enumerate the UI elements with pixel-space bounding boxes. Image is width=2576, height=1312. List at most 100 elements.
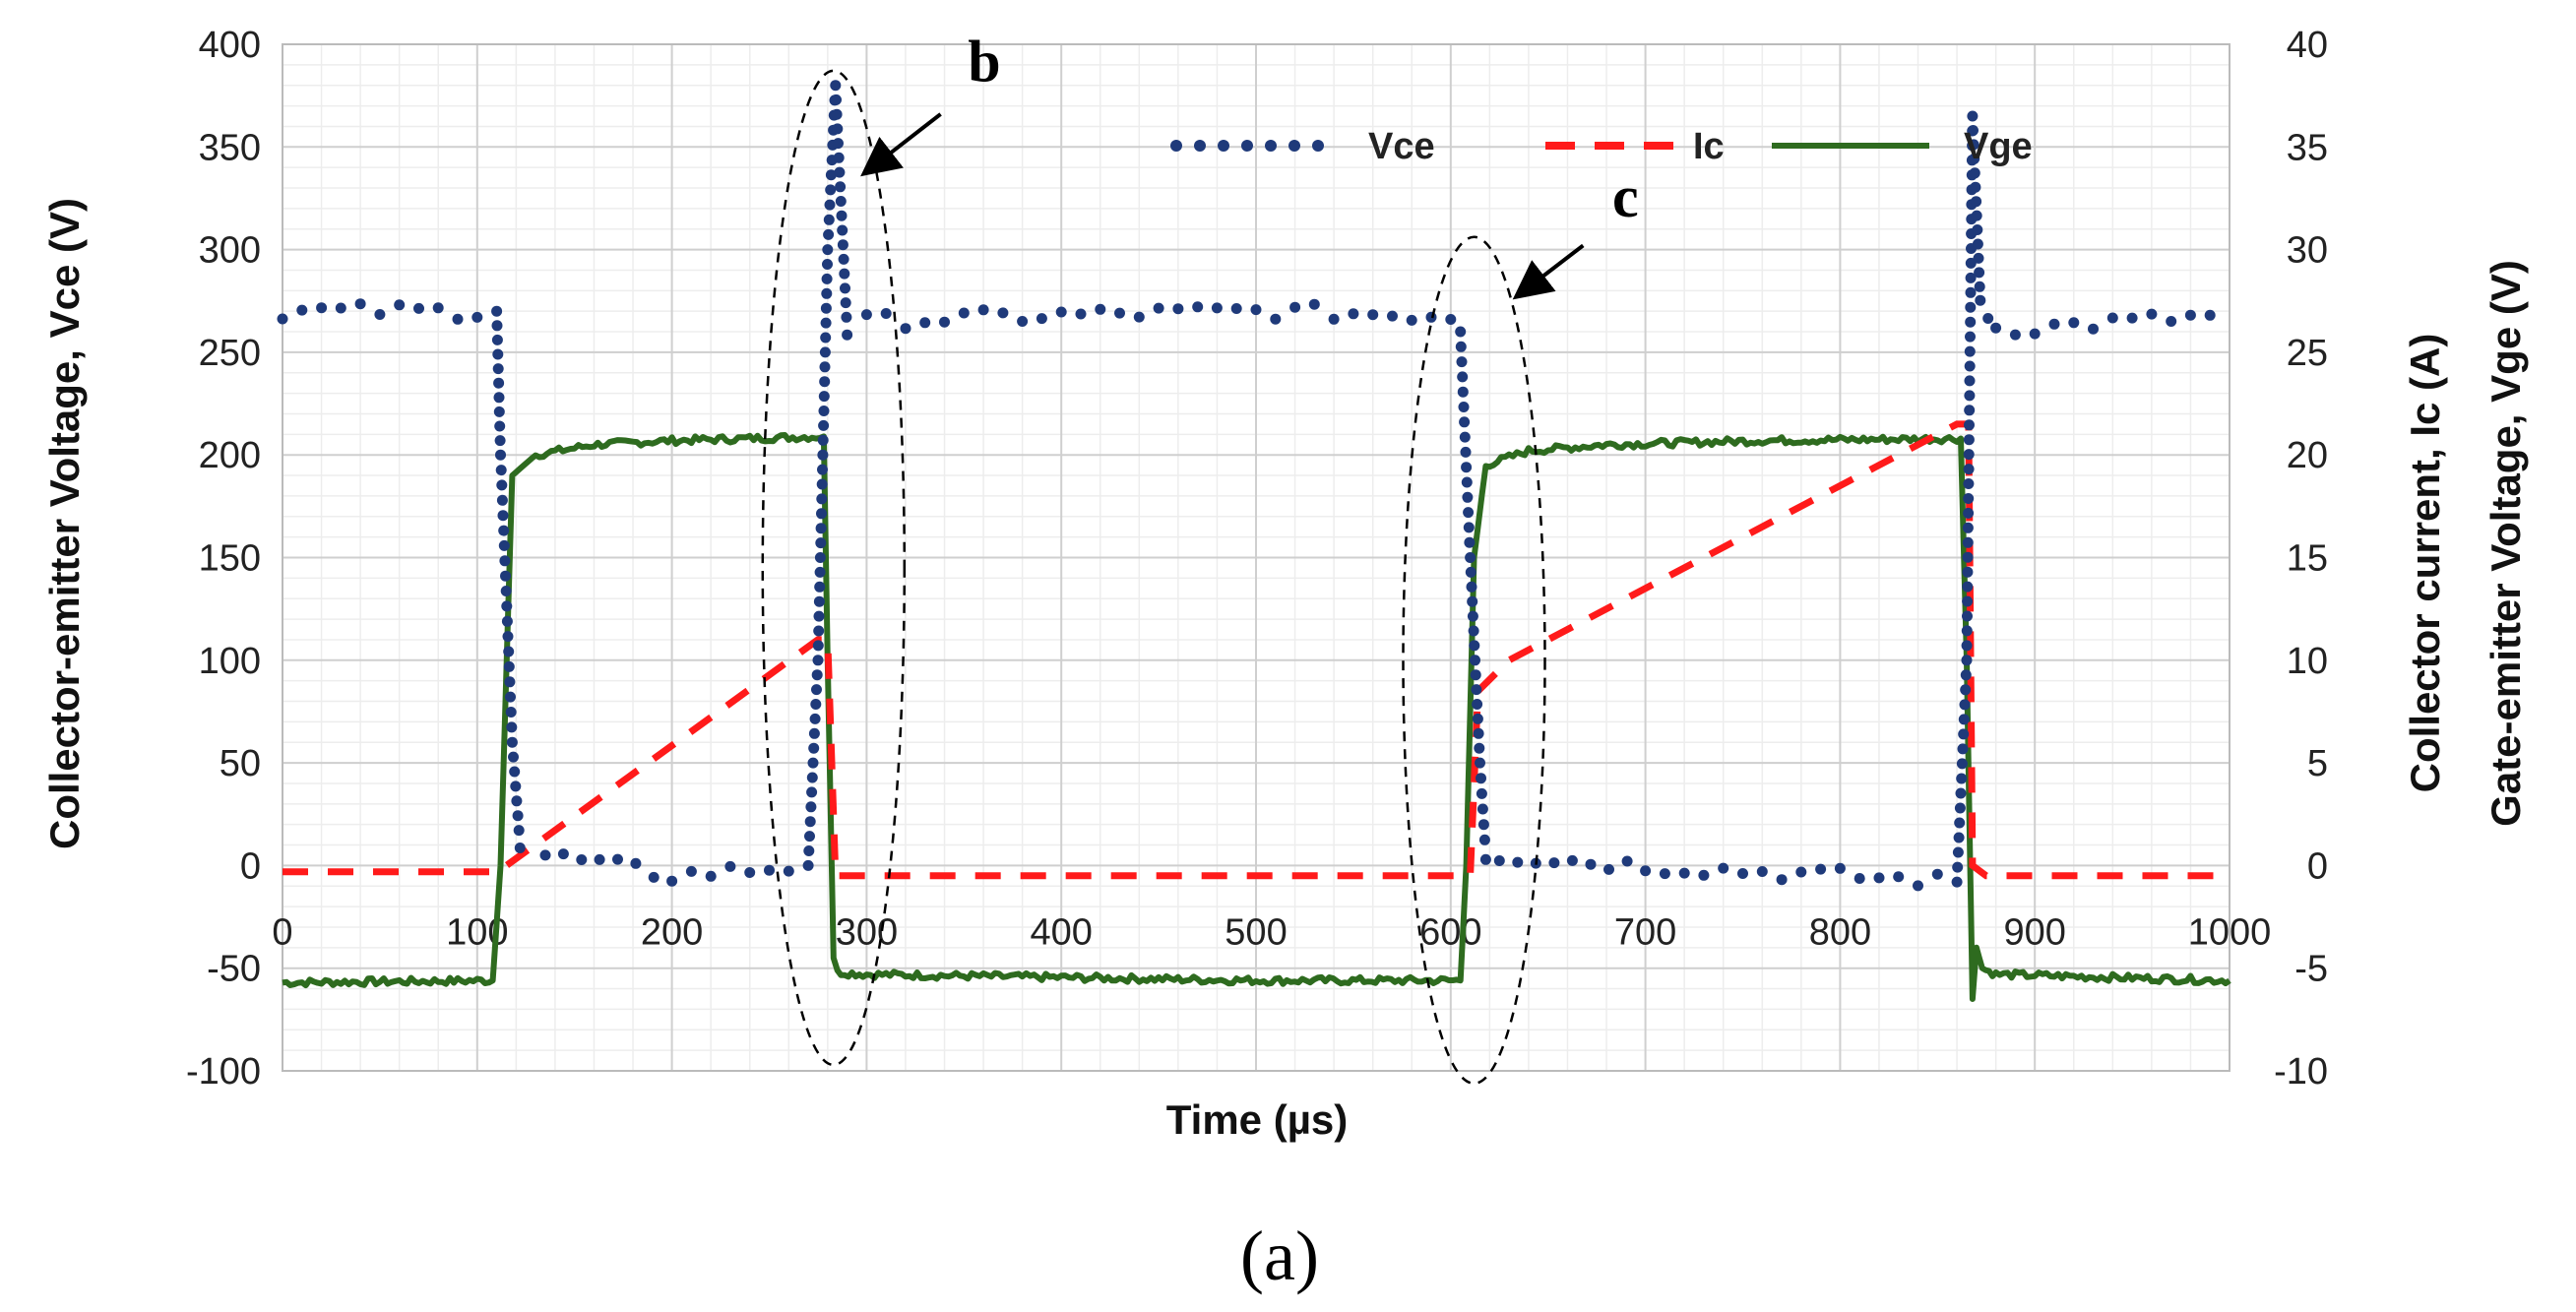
vce-point [500, 570, 511, 582]
vce-point [1970, 181, 1981, 193]
panel-label: (a) [1240, 1217, 1319, 1295]
vce-point [1465, 566, 1476, 578]
vce-point [494, 435, 506, 447]
vce-point [1965, 301, 1977, 313]
vce-point [1960, 684, 1972, 696]
vce-point [1192, 301, 1204, 313]
y2-tick-label: -10 [2274, 1051, 2328, 1093]
y-tick-label: 300 [199, 230, 261, 272]
vce-point [1475, 757, 1485, 769]
vce-point [511, 795, 523, 807]
x-tick-label: 0 [272, 911, 292, 953]
vce-point [840, 297, 851, 309]
y-tick-label: 350 [199, 127, 261, 168]
y-tick-label: -100 [186, 1051, 261, 1093]
vce-point [1756, 866, 1768, 877]
vce-point [1133, 311, 1145, 323]
vce-point [1455, 341, 1467, 352]
vce-point [1473, 727, 1484, 739]
vce-point [1737, 868, 1748, 879]
vce-point [919, 317, 931, 329]
vce-point [505, 707, 517, 718]
vce-point [496, 494, 508, 506]
y2-axis-title-current: Collector current, Ic (A) [2402, 334, 2448, 793]
vce-point [1172, 303, 1184, 315]
vce-point [1873, 872, 1885, 884]
vce-point [1960, 669, 1972, 681]
vce-point [491, 320, 503, 332]
vce-point [594, 853, 605, 865]
vce-point [1963, 507, 1975, 519]
vce-point [1965, 316, 1977, 328]
y-tick-label: 100 [199, 641, 261, 682]
vce-point [818, 419, 830, 431]
vce-point [1462, 491, 1474, 503]
vce-point [1512, 856, 1524, 868]
vce-point [816, 478, 828, 490]
vce-point [1834, 862, 1846, 874]
vce-point [833, 152, 845, 163]
vce-point [1964, 390, 1976, 402]
vce-point [510, 781, 522, 792]
vce-point [1466, 581, 1477, 593]
vce-point [557, 848, 569, 860]
vce-point [860, 309, 872, 321]
vce-point [977, 304, 989, 316]
vce-point [492, 363, 504, 375]
vce-point [958, 307, 970, 319]
vce-point [1458, 402, 1470, 412]
series-vce [277, 80, 2216, 892]
vce-point [814, 552, 826, 563]
vce-point [1348, 308, 1359, 320]
vce-point [1963, 478, 1975, 489]
annotation-ellipse [761, 69, 907, 1067]
vce-point [504, 676, 516, 688]
vce-point [497, 510, 509, 522]
vce-point [1476, 803, 1488, 815]
annotations: bc [761, 30, 1639, 1086]
vce-point [495, 449, 506, 461]
vce-point [1718, 862, 1729, 874]
vce-point [1457, 371, 1469, 383]
vce-point [1603, 863, 1614, 875]
vce-point [503, 660, 515, 672]
vce-point [1952, 861, 1964, 873]
plot-area [282, 43, 2230, 1072]
vce-point [811, 669, 823, 681]
vce-point [2146, 308, 2158, 320]
vce-point [514, 843, 526, 853]
vce-point [842, 329, 853, 341]
vce-point [1472, 713, 1483, 724]
vce-point [841, 311, 852, 323]
legend-swatch-vce [1312, 140, 1324, 152]
vce-point [1954, 802, 1966, 814]
vce-point [1095, 303, 1106, 315]
vce-point [513, 825, 525, 837]
vce-point [493, 377, 505, 389]
vce-point [820, 317, 832, 329]
vce-point [1957, 743, 1969, 755]
vce-point [803, 845, 815, 856]
vce-point [819, 346, 831, 358]
vce-point [816, 493, 828, 505]
vce-point [2204, 309, 2216, 321]
vce-point [492, 348, 504, 360]
vce-point [813, 610, 825, 622]
vce-point [1464, 536, 1476, 548]
vce-point [809, 713, 821, 724]
vce-point [1815, 863, 1827, 875]
vce-point [1956, 758, 1968, 770]
y-tick-label: 150 [199, 538, 261, 580]
vce-point [506, 736, 518, 748]
vce-point [1965, 331, 1976, 343]
vce-point [835, 196, 847, 207]
vce-point [2106, 312, 2118, 324]
vce-point [493, 392, 505, 404]
vce-point [498, 525, 510, 536]
vce-point [496, 479, 508, 491]
vce-point [612, 853, 623, 865]
vce-point [823, 214, 835, 225]
vce-point [1367, 309, 1379, 321]
vce-point [495, 465, 507, 476]
